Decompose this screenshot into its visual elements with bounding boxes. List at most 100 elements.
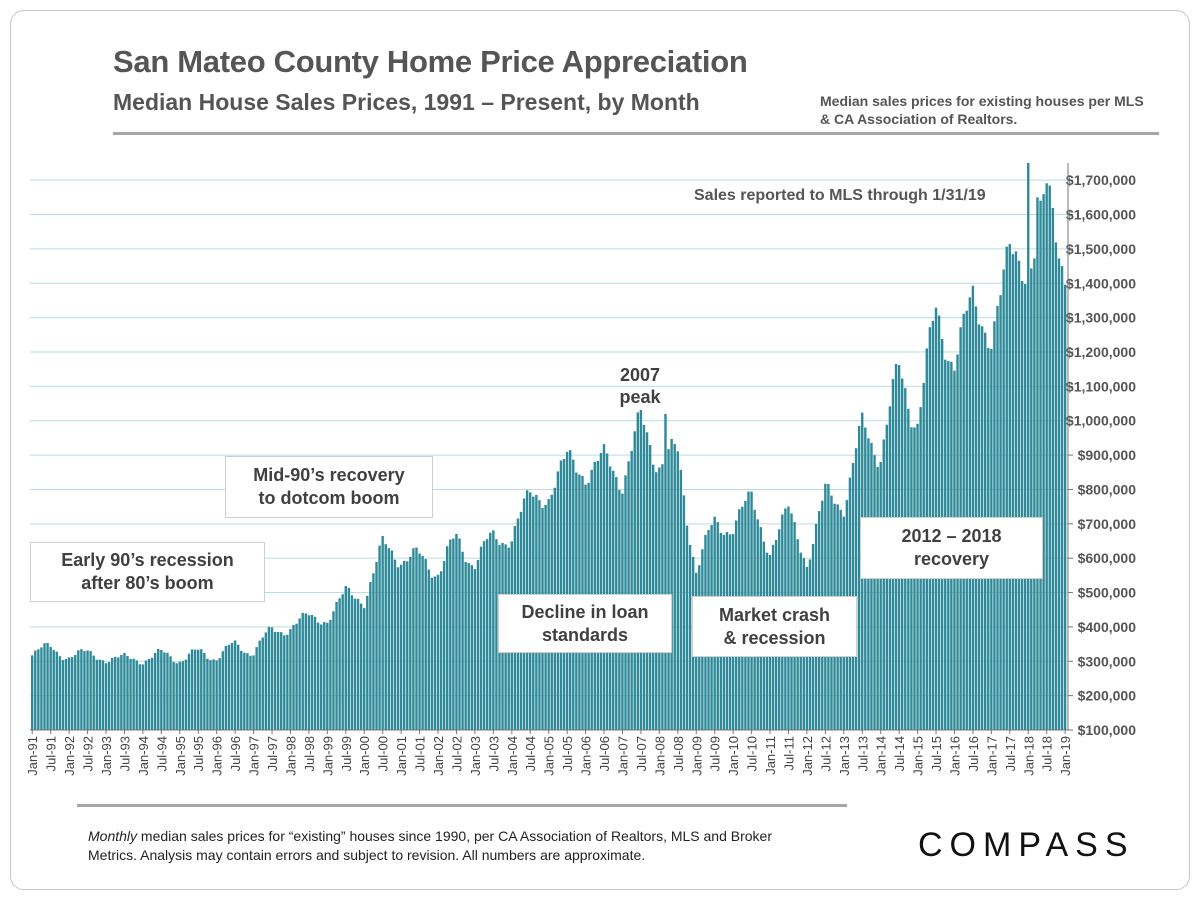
bar xyxy=(283,635,286,730)
bar xyxy=(1002,269,1005,730)
bar xyxy=(184,659,188,730)
bar xyxy=(1008,244,1011,730)
y-tick-label: $400,000 xyxy=(1078,619,1137,635)
bar xyxy=(353,598,357,730)
bar xyxy=(870,442,873,730)
bar xyxy=(670,438,673,730)
x-tick-label: Jul-09 xyxy=(708,736,723,771)
bar xyxy=(375,561,378,730)
bar xyxy=(467,563,470,730)
bar xyxy=(1020,281,1024,730)
bar xyxy=(203,652,206,730)
bar xyxy=(92,655,95,730)
y-tick-label: $1,300,000 xyxy=(1066,310,1136,326)
bar xyxy=(867,438,870,730)
bar xyxy=(968,297,972,730)
bar xyxy=(446,546,449,730)
x-tick-label: Jan-03 xyxy=(468,736,483,776)
bar xyxy=(120,654,123,730)
y-tick-label: $500,000 xyxy=(1078,585,1137,601)
bar xyxy=(95,659,98,730)
x-tick-label: Jan-01 xyxy=(394,736,409,776)
bar xyxy=(70,657,74,730)
bar xyxy=(200,649,203,730)
bar xyxy=(406,561,409,730)
y-axis: $100,000 $200,000 $300,000 $400,000 $500,000… xyxy=(1066,163,1136,738)
y-tick-label: $200,000 xyxy=(1078,688,1137,704)
annotation-early-90s-line2: after 80’s boom xyxy=(81,573,214,593)
annotation-crash-line1: Market crash xyxy=(718,604,831,625)
bar xyxy=(409,556,412,730)
compass-logo: COMPASS xyxy=(918,826,1135,864)
bar xyxy=(673,444,676,730)
bar xyxy=(264,632,268,730)
bar xyxy=(55,651,58,730)
bar xyxy=(492,530,495,730)
bar xyxy=(292,625,295,730)
bar xyxy=(319,624,323,730)
bar xyxy=(664,413,667,730)
bar xyxy=(218,658,221,730)
bar xyxy=(329,619,332,730)
bar xyxy=(1057,258,1061,730)
bar xyxy=(267,626,271,730)
bar xyxy=(685,525,689,730)
y-tick-label: $800,000 xyxy=(1078,481,1137,497)
x-tick-label: Jan-95 xyxy=(173,736,188,776)
bar xyxy=(335,601,338,730)
bar xyxy=(1048,185,1051,731)
bar xyxy=(688,544,692,730)
bar xyxy=(1033,258,1036,730)
x-tick-label: Jan-00 xyxy=(357,736,372,776)
bar xyxy=(227,644,231,730)
bar xyxy=(1060,266,1064,730)
x-tick-label: Jan-09 xyxy=(689,736,704,776)
bar xyxy=(31,655,34,730)
bar xyxy=(412,548,415,730)
bar xyxy=(144,660,148,730)
y-tick-label: $100,000 xyxy=(1078,722,1137,738)
x-tick-label: Jul-06 xyxy=(597,736,612,771)
bar xyxy=(344,586,347,730)
y-tick-label: $1,700,000 xyxy=(1066,172,1136,188)
bar xyxy=(98,659,102,730)
bar xyxy=(129,658,132,730)
bar xyxy=(215,660,218,730)
bar xyxy=(58,656,62,730)
bar xyxy=(648,445,652,730)
x-axis: Jan-91 Jul-91 Jan-92 Jul-92 Jan-93 Jul-93 Jan-… xyxy=(25,729,1073,776)
bar xyxy=(971,285,975,730)
bar xyxy=(43,643,46,730)
x-tick-label: Jan-15 xyxy=(911,736,926,776)
sales-reported-note: Sales reported to MLS through 1/31/19 xyxy=(694,187,986,204)
bar xyxy=(482,541,486,730)
bar xyxy=(999,295,1002,730)
x-tick-label: Jul-92 xyxy=(81,736,96,771)
x-tick-label: Jan-14 xyxy=(874,736,889,776)
bar xyxy=(193,649,197,730)
bar xyxy=(439,571,443,730)
bar xyxy=(381,536,384,730)
x-tick-label: Jul-12 xyxy=(818,736,833,771)
bar xyxy=(1036,197,1039,731)
bar xyxy=(879,462,882,730)
x-tick-label: Jul-10 xyxy=(745,736,760,771)
bar xyxy=(246,653,249,730)
bar xyxy=(433,576,437,730)
bar xyxy=(1045,183,1048,731)
bar xyxy=(436,574,440,730)
bar xyxy=(61,660,65,730)
bar xyxy=(873,455,876,730)
bar xyxy=(40,647,43,730)
bar xyxy=(104,663,108,730)
bar xyxy=(221,651,224,730)
x-tick-label: Jul-07 xyxy=(634,736,649,771)
bar xyxy=(64,658,68,730)
bar xyxy=(464,561,467,730)
bar xyxy=(273,631,277,730)
bar xyxy=(209,660,212,730)
bar xyxy=(37,649,40,730)
x-tick-label: Jul-01 xyxy=(413,736,428,771)
bar xyxy=(206,658,209,730)
x-tick-label: Jul-95 xyxy=(191,736,206,771)
